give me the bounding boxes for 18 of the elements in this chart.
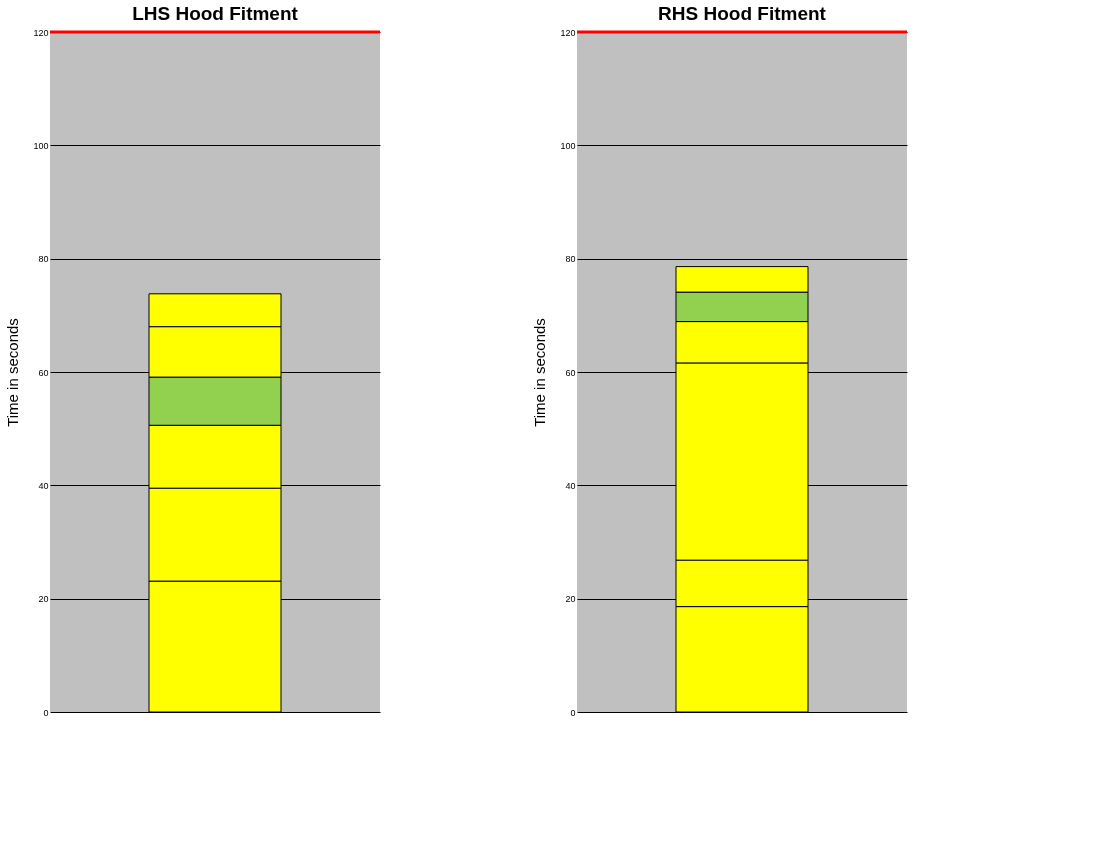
y-tick-label: 60 [565,367,576,378]
y-tick-label: 0 [43,707,49,718]
y-tick-label: 20 [38,594,49,605]
y-tick-label: 40 [38,480,49,491]
y-tick-label: 80 [38,254,49,265]
y-tick-label: 120 [560,27,576,38]
y-tick-label: 40 [565,480,576,491]
y-tick-label: 100 [33,140,49,151]
y-tick-label: 120 [33,27,49,38]
y-axis-title: Time in seconds [531,318,549,427]
y-tick-label: 80 [565,254,576,265]
y-tick-label: 100 [560,140,576,151]
chart-title: RHS Hood Fitment [658,3,827,24]
chart-title: LHS Hood Fitment [132,3,299,24]
y-axis-title: Time in seconds [4,318,22,427]
y-tick-label: 20 [565,594,576,605]
y-tick-label: 0 [570,707,576,718]
y-tick-label: 60 [38,367,49,378]
